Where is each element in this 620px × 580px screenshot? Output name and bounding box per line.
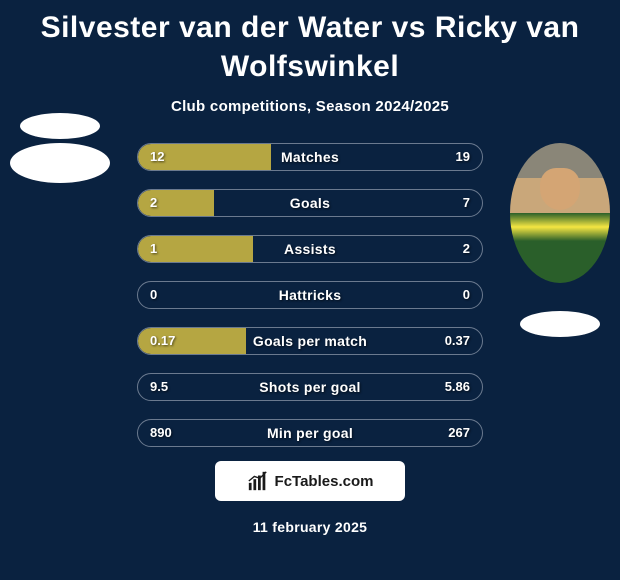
stat-row: 0.17Goals per match0.37 <box>137 327 483 355</box>
stat-value-right: 7 <box>463 190 470 216</box>
source-badge-text: FcTables.com <box>275 473 374 490</box>
stat-value-right: 5.86 <box>445 374 470 400</box>
stat-row: 890Min per goal267 <box>137 419 483 447</box>
stat-row: 1Assists2 <box>137 235 483 263</box>
stat-value-right: 267 <box>448 420 470 446</box>
stat-row: 9.5Shots per goal5.86 <box>137 373 483 401</box>
stat-label: Assists <box>138 236 482 262</box>
stat-value-right: 19 <box>456 144 470 170</box>
comparison-subtitle: Club competitions, Season 2024/2025 <box>0 98 620 115</box>
stat-label: Hattricks <box>138 282 482 308</box>
stat-label: Matches <box>138 144 482 170</box>
player-right-avatar <box>510 143 610 283</box>
stat-row: 0Hattricks0 <box>137 281 483 309</box>
stat-label: Goals per match <box>138 328 482 354</box>
stat-value-right: 2 <box>463 236 470 262</box>
stat-row: 2Goals7 <box>137 189 483 217</box>
comparison-title: Silvester van der Water vs Ricky van Wol… <box>0 0 620 86</box>
player-right-team-badge <box>520 311 600 337</box>
stat-bars-container: 12Matches192Goals71Assists20Hattricks00.… <box>137 143 483 447</box>
stat-value-right: 0.37 <box>445 328 470 354</box>
fctables-logo-icon <box>247 470 269 492</box>
stat-value-right: 0 <box>463 282 470 308</box>
chart-area: 12Matches192Goals71Assists20Hattricks00.… <box>0 143 620 453</box>
player-right-column <box>510 143 610 337</box>
player-left-team-badge <box>20 113 100 139</box>
stat-label: Goals <box>138 190 482 216</box>
stat-row: 12Matches19 <box>137 143 483 171</box>
stat-label: Min per goal <box>138 420 482 446</box>
footer-date: 11 february 2025 <box>0 519 620 535</box>
stat-label: Shots per goal <box>138 374 482 400</box>
player-left-avatar <box>10 143 110 183</box>
source-badge: FcTables.com <box>215 461 405 501</box>
